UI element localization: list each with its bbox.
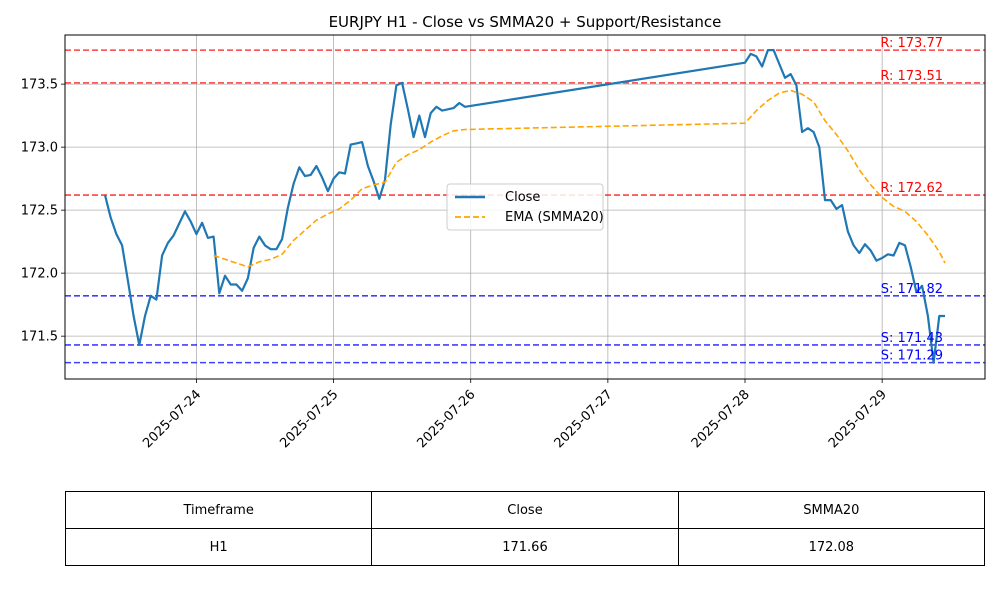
table-header-close: Close [371,491,679,529]
y-tick-label: 173.0 [21,141,58,156]
legend-ema-label: EMA (SMMA20) [505,210,604,225]
resistance-label: R: 173.51 [880,69,943,84]
x-tick-label: 2025-07-29 [826,387,890,451]
table-header-smma20: SMMA20 [677,491,986,529]
support-resistance-labels: R: 173.77 R: 173.51 R: 172.62 S: 171.82 S: 1… [880,36,943,363]
y-tick-label: 172.5 [21,204,58,219]
chart-title: EURJPY H1 - Close vs SMMA20 + Support/Re… [329,13,722,31]
y-tick-label: 172.0 [21,267,58,282]
table-row: H1 171.66 172.08 [64,528,986,566]
ema-smma20-series-line [213,89,946,268]
x-tick-label: 2025-07-26 [415,387,479,451]
table-header-row: Timeframe Close SMMA20 [64,491,986,529]
support-label: S: 171.29 [881,349,943,364]
plot-frame [64,34,986,380]
resistance-label: R: 172.62 [880,181,943,196]
x-tick-label: 2025-07-24 [140,387,204,451]
support-label: S: 171.43 [881,331,943,346]
series [103,49,946,364]
y-axis: 171.5 172.0 172.5 173.0 173.5 [21,78,65,345]
table-cell-close: 171.66 [371,528,679,566]
x-tick-label: 2025-07-28 [689,387,753,451]
summary-table: Timeframe Close SMMA20 H1 171.66 172.08 [64,491,986,566]
resistance-label: R: 173.77 [880,36,943,51]
support-resistance-lines [65,49,985,364]
x-tick-label: 2025-07-27 [552,387,616,451]
x-axis: 2025-07-24 2025-07-25 2025-07-26 2025-07-27… [140,379,890,451]
legend-close-label: Close [505,190,540,205]
table-cell-smma20: 172.08 [677,528,986,566]
table-header-timeframe: Timeframe [64,491,373,529]
close-series-line [103,49,945,364]
y-tick-label: 171.5 [21,330,58,345]
x-tick-label: 2025-07-25 [277,387,341,451]
legend: Close EMA (SMMA20) [446,183,604,231]
table-cell-timeframe: H1 [64,528,373,566]
y-tick-label: 173.5 [21,78,58,93]
support-label: S: 171.82 [881,282,943,297]
